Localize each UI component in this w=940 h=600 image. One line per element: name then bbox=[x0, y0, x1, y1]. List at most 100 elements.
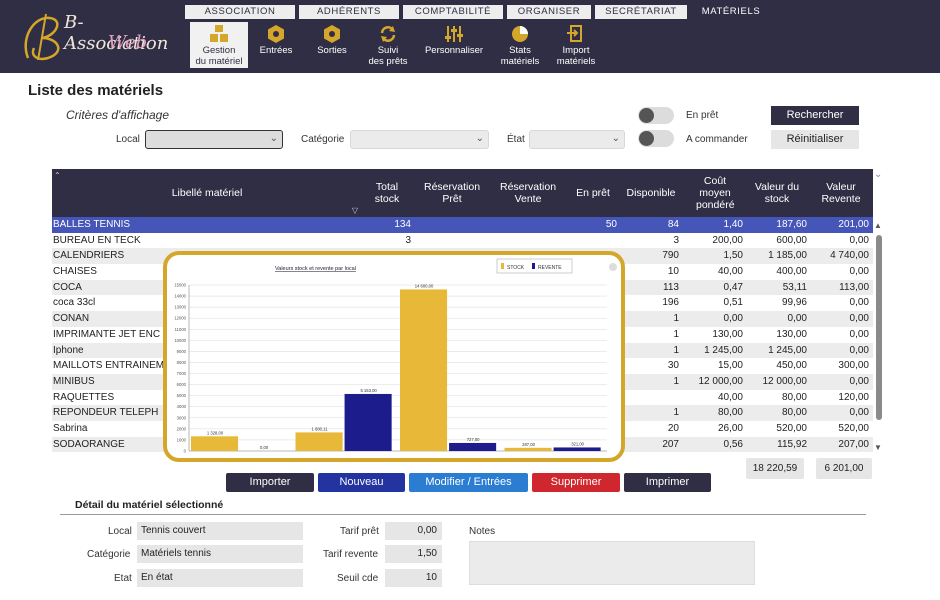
seuil-label: Seuil cde bbox=[337, 573, 379, 584]
tab-organiser[interactable]: ORGANISER bbox=[507, 5, 591, 19]
tab-adherents[interactable]: ADHÉRENTS bbox=[299, 5, 399, 19]
cell-valeur-stock: 80,00 bbox=[781, 407, 807, 419]
scroll-down-icon[interactable]: ▼ bbox=[874, 443, 882, 452]
toolbar-stats[interactable]: Stats matériels bbox=[492, 22, 548, 68]
cell-valeur-revente: 207,00 bbox=[838, 438, 869, 450]
cell-cout-moyen: 130,00 bbox=[712, 328, 743, 340]
cell-valeur-revente: 120,00 bbox=[838, 391, 869, 403]
a-commander-toggle[interactable] bbox=[638, 130, 674, 147]
categorie-select[interactable]: ⌄ bbox=[350, 130, 489, 149]
tarif-revente-label: Tarif revente bbox=[323, 549, 379, 560]
chevron-down-icon: ⌄ bbox=[269, 133, 278, 144]
en-pret-toggle[interactable] bbox=[638, 107, 674, 124]
bar-stock bbox=[504, 447, 552, 451]
col-libelle[interactable]: Libellé matériel ⌃ ▽ bbox=[54, 171, 358, 215]
cell-libelle: CALENDRIERS bbox=[53, 250, 125, 262]
table-scrollbar[interactable]: ▲ ▼ bbox=[874, 221, 884, 454]
tarif-revente-field[interactable]: 1,50 bbox=[385, 545, 442, 563]
table-row[interactable]: BALLES TENNIS 134 50 84 1,40 187,60 201,00 bbox=[52, 217, 873, 233]
delete-button[interactable]: Supprimer bbox=[532, 473, 620, 492]
toolbar-suivi-prets[interactable]: Suivi des prêts bbox=[360, 22, 416, 68]
table-row[interactable]: BUREAU EN TECK 3 3 200,00 600,00 0,00 bbox=[52, 233, 873, 249]
brand-web: Web bbox=[108, 32, 148, 53]
toolbar-personnaliser[interactable]: Personnaliser bbox=[416, 22, 492, 68]
cell-libelle: RAQUETTES bbox=[53, 391, 115, 403]
cell-cout-moyen: 1,40 bbox=[723, 219, 743, 230]
scroll-up-icon[interactable]: ▲ bbox=[874, 221, 882, 230]
col-valeur-stock[interactable]: Valeur du stock bbox=[754, 181, 800, 205]
y-tick-label: 9000 bbox=[177, 349, 187, 354]
cell-valeur-revente: 0,00 bbox=[849, 297, 869, 309]
tab-association[interactable]: ASSOCIATION bbox=[185, 5, 295, 19]
bar-stock bbox=[295, 432, 343, 451]
y-tick-label: 7000 bbox=[177, 371, 187, 376]
chevron-down-icon: ⌄ bbox=[611, 133, 620, 144]
col-en-pret[interactable]: En prêt bbox=[576, 187, 610, 199]
detail-categorie-field[interactable]: Matériels tennis bbox=[137, 545, 303, 563]
col-total-stock[interactable]: Total stock bbox=[374, 181, 400, 205]
cell-valeur-revente: 520,00 bbox=[838, 422, 869, 434]
boxes-icon bbox=[210, 25, 228, 42]
detail-local-field[interactable]: Tennis couvert bbox=[137, 522, 303, 540]
tab-materiels[interactable]: MATÉRIELS bbox=[701, 6, 761, 17]
scroll-thumb[interactable] bbox=[876, 235, 882, 420]
local-select[interactable]: ⌄ bbox=[145, 130, 283, 149]
print-button[interactable]: Imprimer bbox=[624, 473, 711, 492]
cell-disponible: 196 bbox=[662, 297, 679, 309]
y-tick-label: 2000 bbox=[177, 426, 187, 431]
notes-textarea[interactable] bbox=[469, 541, 755, 585]
tarif-pret-field[interactable]: 0,00 bbox=[385, 522, 442, 540]
cell-valeur-stock: 400,00 bbox=[776, 266, 807, 278]
cell-valeur-revente: 0,00 bbox=[849, 313, 869, 325]
edit-button[interactable]: Modifier / Entrées bbox=[409, 473, 528, 492]
tarif-pret-label: Tarif prêt bbox=[340, 526, 379, 537]
col-valeur-revente[interactable]: Valeur Revente bbox=[821, 181, 861, 205]
toggle-knob bbox=[639, 131, 654, 146]
cell-disponible: 790 bbox=[662, 250, 679, 262]
table-row[interactable]: Sabrina 20 26,00 520,00 520,00 bbox=[52, 421, 873, 437]
collapse-icon[interactable]: ⌄ bbox=[874, 169, 883, 180]
reset-button[interactable]: Réinitialiser bbox=[771, 130, 859, 149]
table-row[interactable]: IMPRIMANTE JET ENC 1 130,00 130,00 0,00 bbox=[52, 327, 873, 343]
col-cout-moyen[interactable]: Coût moyen pondéré bbox=[696, 175, 735, 211]
import-icon bbox=[567, 25, 582, 42]
toolbar-sorties[interactable]: Sorties bbox=[304, 22, 360, 68]
search-button[interactable]: Rechercher bbox=[771, 106, 859, 125]
detail-etat-field[interactable]: En état bbox=[137, 569, 303, 587]
col-disponible[interactable]: Disponible bbox=[626, 187, 676, 199]
cell-valeur-revente: 0,00 bbox=[849, 234, 869, 246]
cell-disponible: 1 bbox=[673, 407, 679, 419]
import-button[interactable]: Importer bbox=[226, 473, 314, 492]
toolbar-import[interactable]: Import matériels bbox=[548, 22, 604, 68]
cell-disponible: 20 bbox=[667, 422, 679, 434]
table-row[interactable]: coca 33cl 196 0,51 99,96 0,00 bbox=[52, 295, 873, 311]
new-button[interactable]: Nouveau bbox=[318, 473, 405, 492]
app-header: B-Association Web ASSOCIATION ADHÉRENTS … bbox=[0, 0, 940, 73]
total-valeur-revente: 6 201,00 bbox=[816, 458, 872, 479]
cell-valeur-revente: 0,00 bbox=[849, 407, 869, 419]
cell-total-stock: 134 bbox=[394, 219, 411, 230]
cell-cout-moyen: 0,51 bbox=[723, 297, 743, 309]
col-reservation-vente[interactable]: Réservation Vente bbox=[500, 181, 557, 205]
cell-cout-moyen: 0,00 bbox=[723, 313, 743, 325]
toolbar-gestion-materiel[interactable]: Gestion du matériel bbox=[190, 22, 248, 68]
table-row[interactable]: RAQUETTES 40,00 80,00 120,00 bbox=[52, 390, 873, 406]
cell-valeur-stock: 450,00 bbox=[776, 360, 807, 372]
table-row[interactable]: MAILLOTS ENTRAINEM 30 15,00 450,00 300,00 bbox=[52, 358, 873, 374]
table-row[interactable]: CHAISES 10 40,00 400,00 0,00 bbox=[52, 264, 873, 280]
cell-valeur-stock: 600,00 bbox=[776, 234, 807, 246]
legend-label-stock: STOCK bbox=[507, 265, 525, 271]
etat-select[interactable]: ⌄ bbox=[529, 130, 625, 149]
toolbar-entrees[interactable]: Entrées bbox=[248, 22, 304, 68]
bar-data-label: 0,00 bbox=[260, 445, 269, 450]
cell-valeur-stock: 520,00 bbox=[776, 422, 807, 434]
tab-comptabilite[interactable]: COMPTABILITÉ bbox=[403, 5, 503, 19]
y-tick-label: 10000 bbox=[174, 338, 186, 343]
tab-secretariat[interactable]: SECRÉTARIAT bbox=[595, 5, 687, 19]
col-reservation-pret[interactable]: Réservation Prêt bbox=[424, 181, 481, 205]
cell-libelle: SODAORANGE bbox=[53, 438, 125, 450]
cell-libelle: BALLES TENNIS bbox=[53, 219, 131, 230]
seuil-field[interactable]: 10 bbox=[385, 569, 442, 587]
cell-cout-moyen: 15,00 bbox=[717, 360, 743, 372]
cell-en-pret bbox=[569, 233, 617, 249]
